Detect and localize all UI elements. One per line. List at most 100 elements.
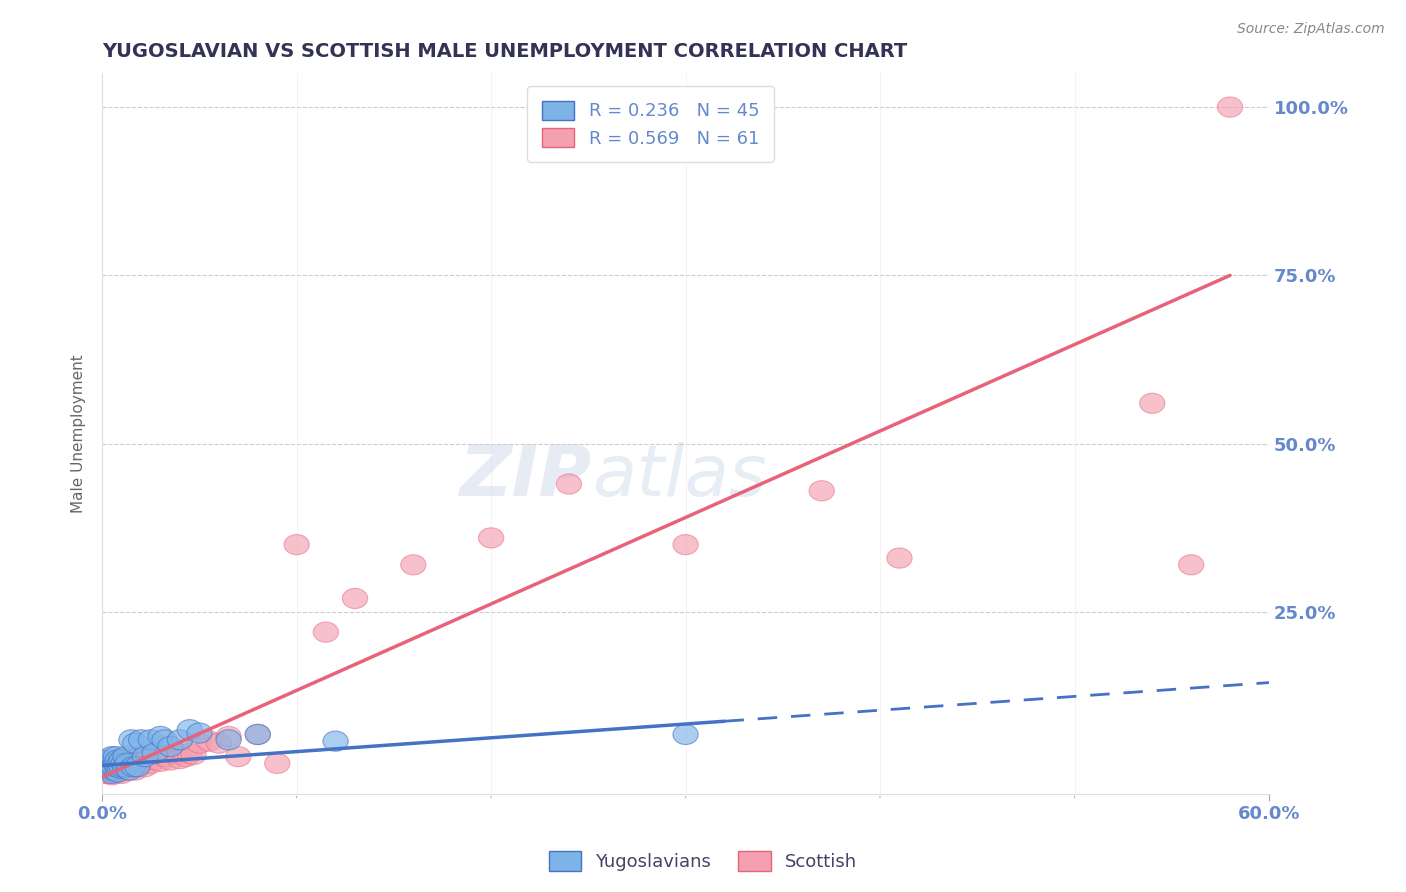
Ellipse shape	[97, 756, 122, 777]
Ellipse shape	[112, 760, 138, 780]
Ellipse shape	[122, 733, 148, 753]
Ellipse shape	[111, 753, 136, 773]
Ellipse shape	[136, 747, 162, 767]
Ellipse shape	[110, 758, 135, 778]
Ellipse shape	[103, 760, 128, 780]
Ellipse shape	[1178, 555, 1204, 575]
Ellipse shape	[187, 723, 212, 743]
Ellipse shape	[101, 756, 127, 777]
Ellipse shape	[157, 737, 183, 756]
Ellipse shape	[111, 756, 136, 777]
Ellipse shape	[96, 760, 121, 780]
Ellipse shape	[177, 720, 202, 739]
Ellipse shape	[1140, 393, 1166, 413]
Ellipse shape	[157, 750, 183, 770]
Ellipse shape	[217, 726, 242, 747]
Ellipse shape	[100, 753, 125, 773]
Ellipse shape	[107, 760, 132, 780]
Ellipse shape	[264, 753, 290, 773]
Ellipse shape	[100, 764, 125, 785]
Ellipse shape	[96, 764, 121, 783]
Ellipse shape	[167, 748, 193, 769]
Ellipse shape	[187, 733, 212, 753]
Ellipse shape	[128, 730, 153, 750]
Ellipse shape	[138, 730, 163, 750]
Ellipse shape	[103, 751, 128, 772]
Ellipse shape	[323, 731, 349, 751]
Legend: R = 0.236   N = 45, R = 0.569   N = 61: R = 0.236 N = 45, R = 0.569 N = 61	[527, 86, 773, 162]
Ellipse shape	[125, 756, 150, 777]
Ellipse shape	[181, 745, 207, 764]
Ellipse shape	[142, 743, 167, 764]
Ellipse shape	[91, 756, 117, 777]
Ellipse shape	[101, 756, 127, 775]
Ellipse shape	[245, 724, 270, 745]
Ellipse shape	[121, 756, 146, 777]
Ellipse shape	[127, 751, 152, 772]
Ellipse shape	[167, 730, 193, 750]
Text: ZIP: ZIP	[460, 442, 592, 511]
Ellipse shape	[107, 758, 132, 778]
Ellipse shape	[125, 756, 150, 775]
Text: YUGOSLAVIAN VS SCOTTISH MALE UNEMPLOYMENT CORRELATION CHART: YUGOSLAVIAN VS SCOTTISH MALE UNEMPLOYMEN…	[103, 42, 907, 61]
Ellipse shape	[96, 758, 121, 778]
Ellipse shape	[217, 730, 242, 750]
Ellipse shape	[163, 743, 188, 764]
Ellipse shape	[887, 548, 912, 568]
Ellipse shape	[105, 756, 131, 777]
Ellipse shape	[128, 753, 153, 773]
Ellipse shape	[105, 762, 131, 782]
Ellipse shape	[110, 764, 135, 783]
Ellipse shape	[138, 753, 163, 773]
Ellipse shape	[132, 747, 157, 767]
Ellipse shape	[93, 760, 118, 780]
Y-axis label: Male Unemployment: Male Unemployment	[72, 354, 86, 513]
Ellipse shape	[117, 760, 142, 780]
Ellipse shape	[314, 622, 339, 642]
Ellipse shape	[478, 528, 503, 548]
Ellipse shape	[110, 756, 135, 777]
Ellipse shape	[117, 758, 142, 778]
Text: atlas: atlas	[592, 442, 766, 511]
Ellipse shape	[148, 751, 173, 772]
Ellipse shape	[100, 747, 125, 767]
Ellipse shape	[132, 756, 157, 777]
Ellipse shape	[207, 733, 232, 753]
Ellipse shape	[808, 481, 834, 501]
Ellipse shape	[105, 762, 131, 782]
Ellipse shape	[557, 474, 582, 494]
Ellipse shape	[122, 760, 148, 780]
Ellipse shape	[343, 589, 367, 608]
Ellipse shape	[107, 753, 132, 773]
Ellipse shape	[152, 747, 177, 767]
Ellipse shape	[118, 756, 143, 777]
Ellipse shape	[173, 747, 198, 767]
Ellipse shape	[100, 756, 125, 777]
Ellipse shape	[284, 534, 309, 555]
Ellipse shape	[112, 756, 138, 777]
Ellipse shape	[103, 747, 128, 767]
Ellipse shape	[91, 764, 117, 783]
Ellipse shape	[121, 750, 146, 770]
Ellipse shape	[91, 753, 117, 773]
Text: Source: ZipAtlas.com: Source: ZipAtlas.com	[1237, 22, 1385, 37]
Legend: Yugoslavians, Scottish: Yugoslavians, Scottish	[541, 844, 865, 879]
Ellipse shape	[148, 726, 173, 747]
Ellipse shape	[401, 555, 426, 575]
Ellipse shape	[93, 750, 118, 770]
Ellipse shape	[226, 747, 252, 767]
Ellipse shape	[112, 747, 138, 767]
Ellipse shape	[245, 724, 270, 745]
Ellipse shape	[100, 764, 125, 783]
Ellipse shape	[197, 731, 222, 751]
Ellipse shape	[105, 750, 131, 770]
Ellipse shape	[110, 750, 135, 770]
Ellipse shape	[93, 758, 118, 778]
Ellipse shape	[118, 730, 143, 750]
Ellipse shape	[97, 753, 122, 773]
Ellipse shape	[177, 743, 202, 764]
Ellipse shape	[115, 753, 141, 773]
Ellipse shape	[96, 753, 121, 773]
Ellipse shape	[142, 750, 167, 770]
Ellipse shape	[97, 750, 122, 770]
